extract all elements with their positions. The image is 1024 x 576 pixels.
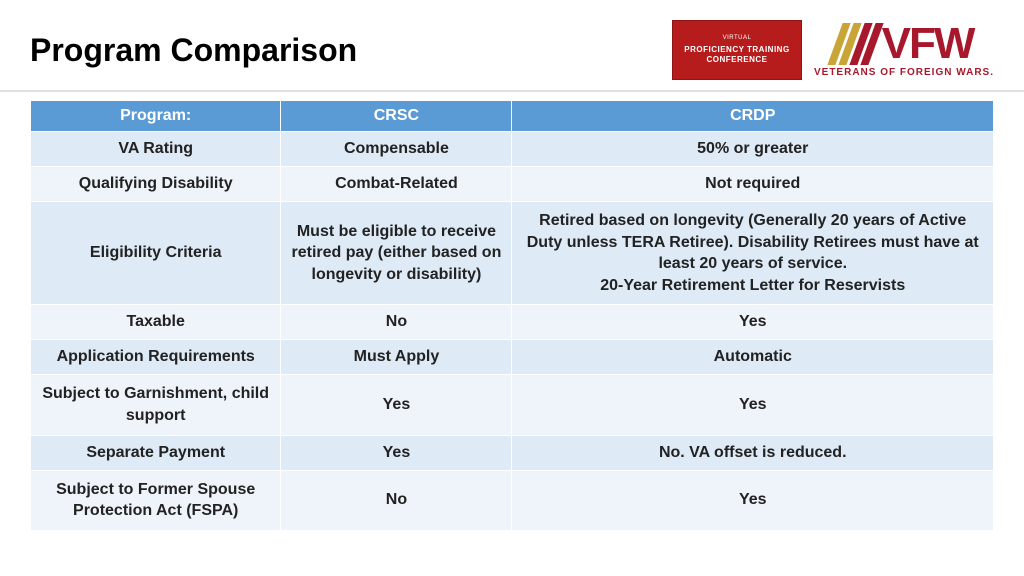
table-row: Qualifying Disability Combat-Related Not… [31,167,994,202]
col-header-crsc: CRSC [281,101,512,132]
badge-line1: VIRTUAL [723,35,752,43]
table-row: VA Rating Compensable 50% or greater [31,132,994,167]
row-label: Eligibility Criteria [31,202,281,305]
vfw-subtitle: VETERANS OF FOREIGN WARS. [814,67,994,78]
row-crsc: No [281,470,512,530]
row-label: Subject to Garnishment, child support [31,375,281,435]
table-row: Subject to Former Spouse Protection Act … [31,470,994,530]
vfw-text: VFW [882,24,974,64]
comparison-table-wrapper: Program: CRSC CRDP VA Rating Compensable… [0,92,1024,531]
vfw-logo-main: VFW [835,23,974,65]
row-crdp: Yes [512,305,994,340]
col-header-crdp: CRDP [512,101,994,132]
row-crdp: 50% or greater [512,132,994,167]
row-crdp: No. VA offset is reduced. [512,435,994,470]
row-crsc: Yes [281,375,512,435]
table-header-row: Program: CRSC CRDP [31,101,994,132]
table-row: Separate Payment Yes No. VA offset is re… [31,435,994,470]
row-label: Application Requirements [31,340,281,375]
row-label: Taxable [31,305,281,340]
table-row: Taxable No Yes [31,305,994,340]
page-title: Program Comparison [30,32,357,69]
row-label: Qualifying Disability [31,167,281,202]
badge-line2: PROFICIENCY TRAINING CONFERENCE [677,45,797,66]
row-crdp: Yes [512,375,994,435]
conference-badge-icon: VIRTUAL PROFICIENCY TRAINING CONFERENCE [672,20,802,80]
row-crsc: Compensable [281,132,512,167]
row-label: Subject to Former Spouse Protection Act … [31,470,281,530]
row-crdp: Yes [512,470,994,530]
table-body: VA Rating Compensable 50% or greater Qua… [31,132,994,531]
row-crsc: Must Apply [281,340,512,375]
header: Program Comparison VIRTUAL PROFICIENCY T… [0,0,1024,92]
row-crsc: Must be eligible to receive retired pay … [281,202,512,305]
row-crdp: Automatic [512,340,994,375]
row-label: Separate Payment [31,435,281,470]
vfw-stripes-icon [835,23,876,65]
row-crsc: Yes [281,435,512,470]
row-label: VA Rating [31,132,281,167]
table-row: Application Requirements Must Apply Auto… [31,340,994,375]
table-row: Subject to Garnishment, child support Ye… [31,375,994,435]
row-crdp: Not required [512,167,994,202]
vfw-logo: VFW VETERANS OF FOREIGN WARS. [814,23,994,78]
comparison-table: Program: CRSC CRDP VA Rating Compensable… [30,100,994,531]
table-row: Eligibility Criteria Must be eligible to… [31,202,994,305]
row-crdp: Retired based on longevity (Generally 20… [512,202,994,305]
logo-group: VIRTUAL PROFICIENCY TRAINING CONFERENCE … [672,20,994,80]
row-crsc: Combat-Related [281,167,512,202]
row-crsc: No [281,305,512,340]
col-header-program: Program: [31,101,281,132]
